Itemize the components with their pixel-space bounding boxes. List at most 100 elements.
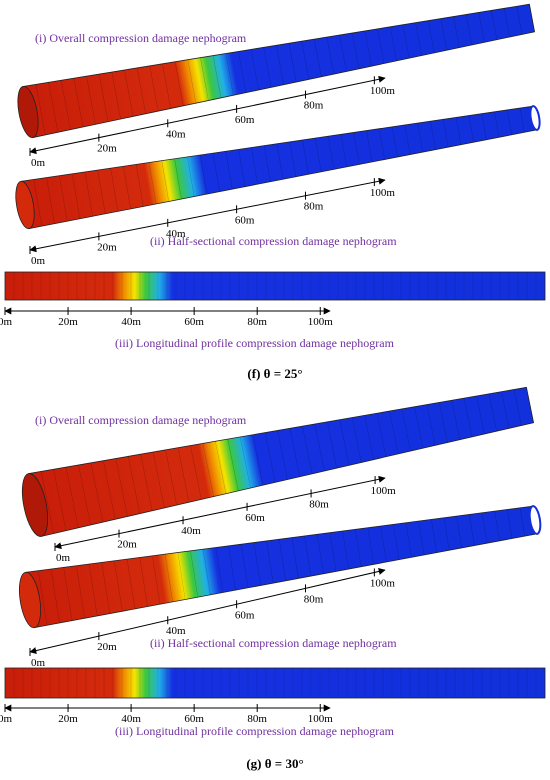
mesh-line — [277, 430, 288, 480]
mesh-line — [389, 26, 397, 61]
tick-label: 20m — [58, 713, 78, 725]
mesh-line — [494, 511, 500, 541]
mesh-line — [401, 408, 411, 452]
mesh-line — [405, 522, 412, 558]
mesh-line — [314, 423, 325, 472]
mesh-line — [327, 421, 337, 469]
mesh-line — [353, 132, 360, 165]
mesh-line — [339, 35, 347, 72]
mesh-line — [380, 525, 387, 563]
mesh-line — [439, 402, 448, 443]
mesh-line — [431, 519, 437, 553]
mesh-line — [314, 39, 322, 77]
mesh-line — [507, 109, 512, 135]
tick-label: 60m — [235, 114, 255, 126]
mesh-line — [263, 145, 271, 182]
mesh-line — [402, 24, 410, 59]
mesh-line — [481, 113, 487, 140]
tick-label: 60m — [245, 512, 265, 524]
mesh-line — [351, 417, 362, 463]
mesh-line — [440, 18, 447, 51]
tick-label: 40m — [181, 525, 201, 537]
mesh-line — [519, 507, 525, 537]
tick-label: 20m — [97, 143, 117, 155]
mesh-line — [451, 400, 460, 440]
mesh-line — [317, 534, 324, 574]
tick-label: 100m — [370, 187, 396, 199]
mesh-line — [377, 28, 385, 64]
mesh-line — [339, 419, 350, 466]
mesh-line — [476, 395, 485, 435]
mesh-line — [302, 139, 309, 175]
mesh-line — [355, 529, 362, 567]
tick-label: 100m — [308, 316, 334, 328]
mesh-line — [501, 391, 510, 429]
tick-label: 0m — [56, 552, 71, 564]
tick-label: 20m — [58, 316, 78, 328]
view-label: (i) Overall compression damage nephogram — [35, 31, 247, 45]
axis-line — [29, 177, 386, 253]
mesh-line — [478, 12, 485, 43]
mesh-line — [288, 43, 297, 83]
mesh-line — [289, 428, 301, 477]
tick-label: 80m — [247, 316, 267, 328]
mesh-line — [417, 123, 423, 153]
mesh-line — [426, 404, 436, 446]
mesh-line — [494, 111, 500, 138]
mesh-line — [364, 30, 372, 67]
tick-label: 80m — [304, 201, 324, 213]
mesh-line — [40, 471, 54, 534]
mesh-line — [430, 121, 436, 150]
view-label: (i) Overall compression damage nephogram — [35, 413, 247, 427]
mesh-line — [367, 527, 375, 565]
tick-label: 20m — [117, 539, 137, 551]
mesh-line — [463, 398, 473, 437]
mesh-line — [276, 143, 284, 180]
tick-label: 80m — [309, 498, 329, 510]
mesh-line — [468, 115, 474, 143]
tick-label: 80m — [304, 100, 324, 112]
mesh-line — [315, 138, 322, 172]
tick-label: 0m — [0, 316, 12, 328]
view-label: (iii) Longitudinal profile compression d… — [115, 336, 395, 350]
mesh-line — [418, 521, 425, 555]
mesh-line — [289, 141, 296, 177]
tick-label: 0m — [31, 657, 46, 669]
pipe-body — [20, 105, 538, 230]
mesh-line — [453, 16, 460, 48]
tick-label: 60m — [235, 609, 255, 621]
mesh-line — [301, 41, 310, 80]
mesh-line — [488, 393, 497, 432]
mesh-line — [481, 512, 488, 544]
tick-label: 80m — [304, 593, 324, 605]
mesh-line — [379, 128, 385, 160]
mesh-line — [327, 136, 335, 170]
mesh-line — [366, 130, 373, 162]
mesh-line — [329, 532, 337, 572]
axis-line — [29, 75, 386, 155]
view-label: (ii) Half-sectional compression damage n… — [150, 234, 397, 248]
mesh-line — [427, 20, 435, 53]
tick-label: 80m — [247, 713, 267, 725]
mesh-line — [326, 37, 335, 75]
panel-caption: (g) θ = 30° — [246, 756, 303, 771]
mesh-line — [264, 432, 276, 483]
mesh-line — [340, 134, 347, 167]
tick-label: 40m — [166, 228, 186, 240]
tick-label: 40m — [121, 713, 141, 725]
view-label: (ii) Half-sectional compression damage n… — [150, 636, 397, 650]
pipe-end — [21, 473, 49, 537]
tick-label: 100m — [370, 577, 396, 589]
pipe-profile — [4, 667, 546, 699]
view-label: (iii) Longitudinal profile compression d… — [115, 724, 395, 738]
tick-label: 0m — [31, 157, 46, 169]
pipe-end — [529, 105, 541, 131]
mesh-line — [389, 411, 399, 454]
pipe-profile — [4, 271, 546, 301]
tick-label: 20m — [97, 641, 117, 653]
tick-label: 20m — [97, 241, 117, 253]
mesh-line — [376, 413, 387, 457]
mesh-line — [414, 406, 424, 449]
mesh-line — [302, 426, 313, 474]
